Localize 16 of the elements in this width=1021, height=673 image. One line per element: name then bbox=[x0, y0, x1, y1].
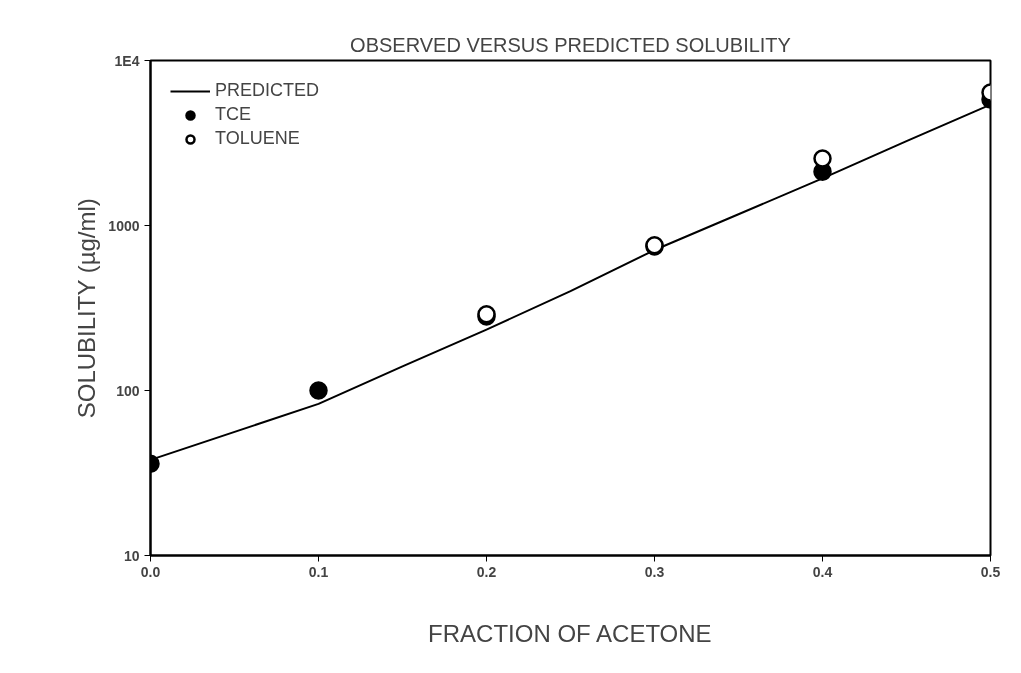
x-tick-label: 0.4 bbox=[812, 563, 833, 580]
x-tick-label: 0.5 bbox=[980, 563, 1001, 580]
legend-label: PREDICTED bbox=[215, 80, 320, 101]
y-tick-label: 100 bbox=[116, 382, 140, 399]
y-tick-label: 1E4 bbox=[114, 52, 140, 69]
x-axis-title: FRACTION OF ACETONE bbox=[428, 619, 712, 647]
x-tick-label: 0.0 bbox=[140, 563, 161, 580]
x-tick-label: 0.1 bbox=[308, 563, 329, 580]
legend-label: TOLUENE bbox=[215, 128, 300, 149]
y-tick-label: 1000 bbox=[108, 217, 140, 234]
x-tick-label: 0.3 bbox=[644, 563, 665, 580]
legend-label: TCE bbox=[215, 104, 251, 125]
x-tick-label: 0.2 bbox=[476, 563, 497, 580]
chart-title: OBSERVED VERSUS PREDICTED SOLUBILITY bbox=[350, 33, 791, 56]
y-axis-title: SOLUBILITY (µg/ml) bbox=[73, 198, 101, 419]
y-tick-label: 10 bbox=[123, 547, 140, 564]
